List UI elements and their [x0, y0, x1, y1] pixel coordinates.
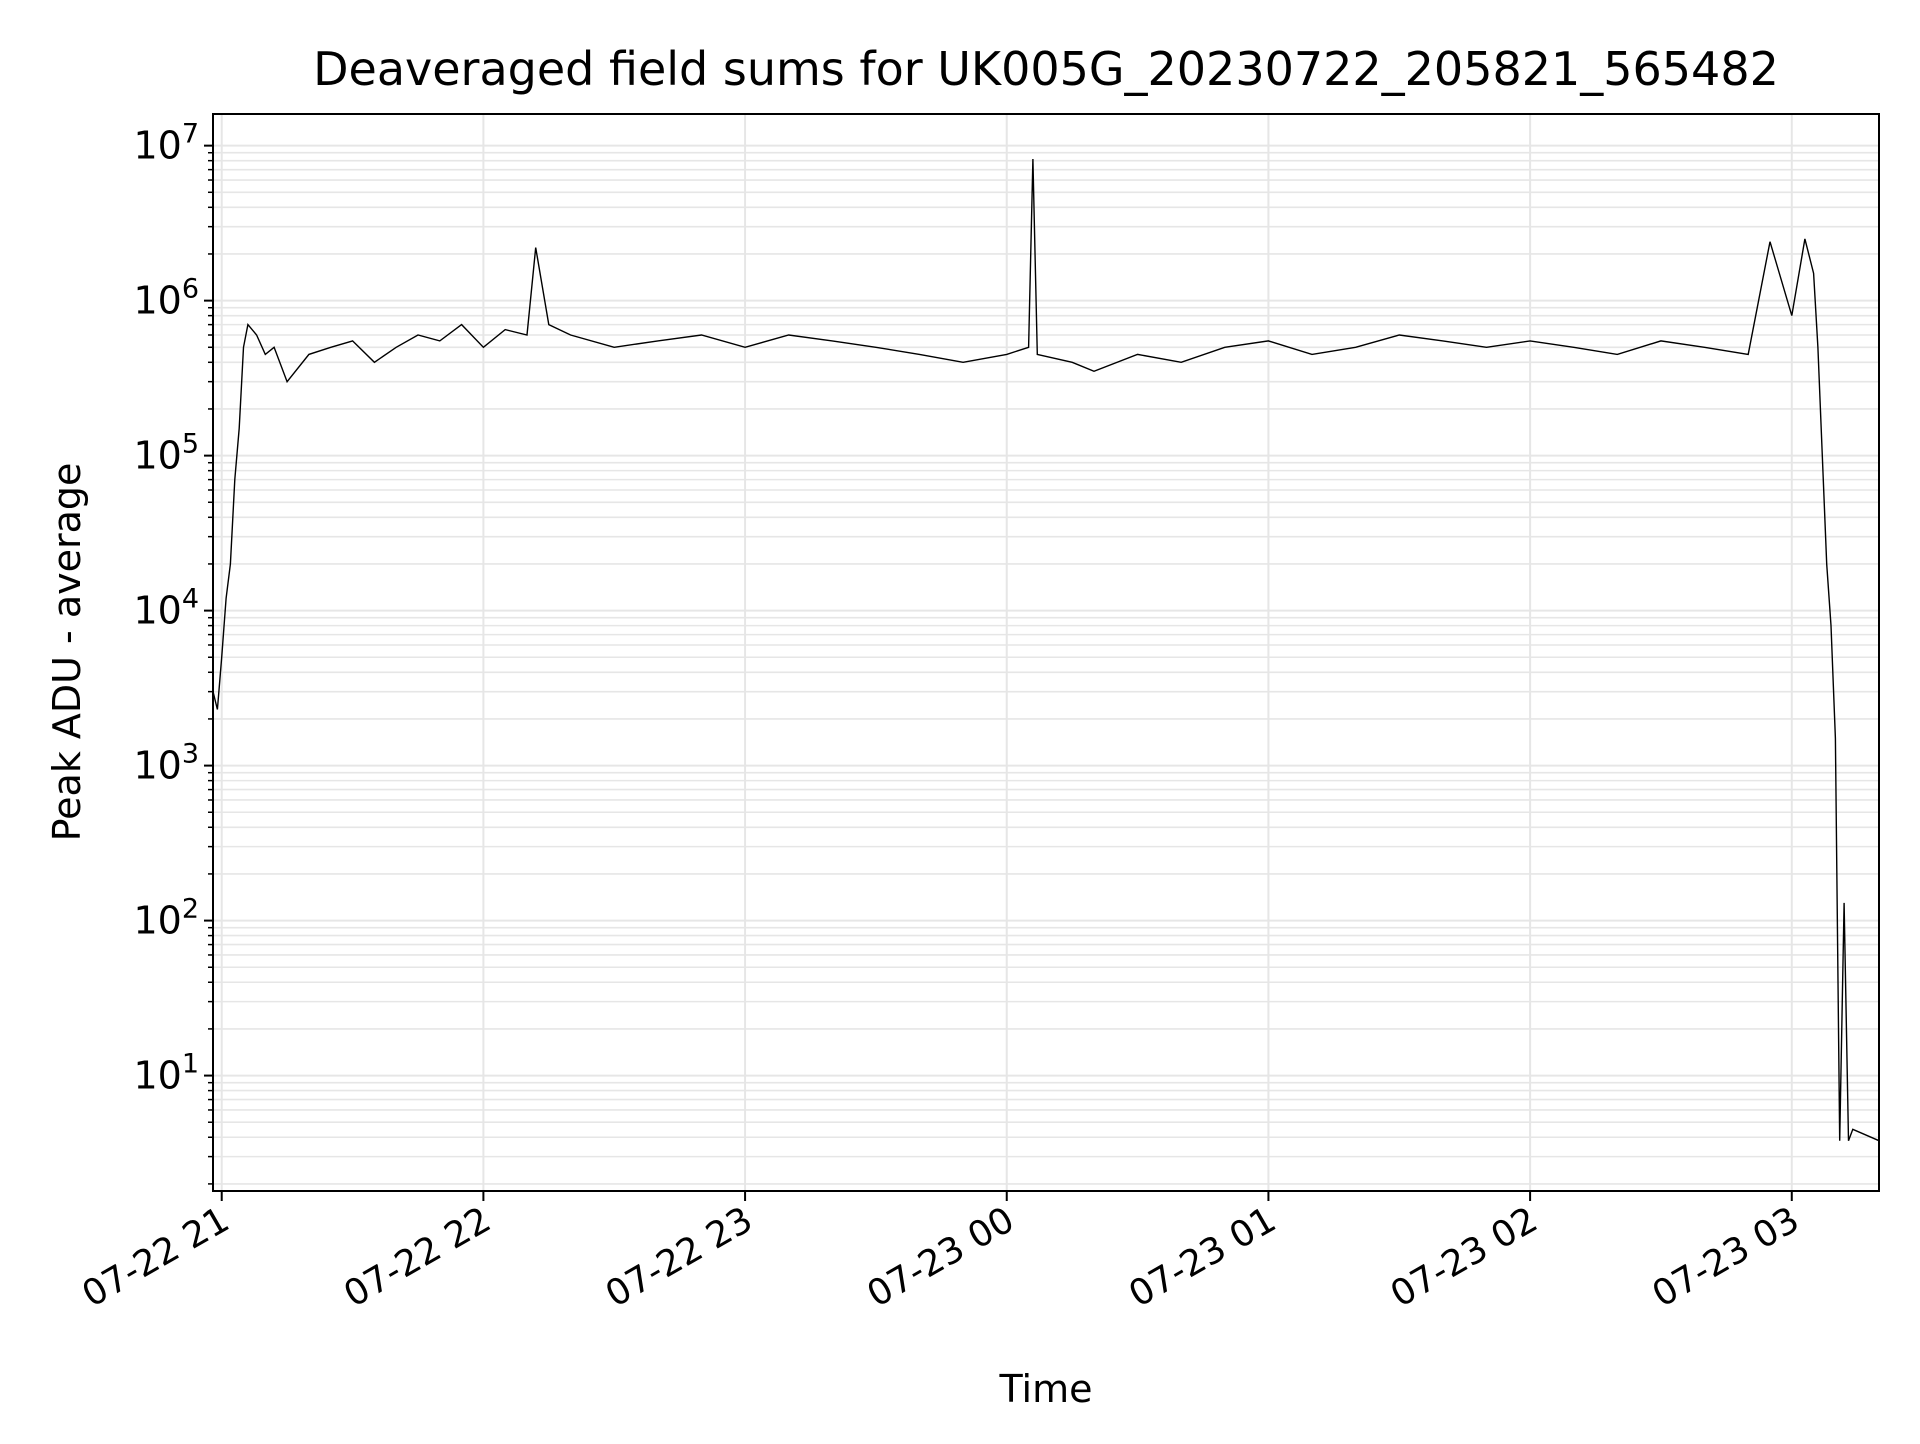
y-tick-exponent: 4	[182, 584, 199, 615]
series-line	[212, 158, 1880, 1142]
x-tick-label: 07-22 22	[337, 1199, 498, 1315]
x-tick-label: 07-23 02	[1384, 1199, 1545, 1315]
series-layer	[212, 158, 1880, 1142]
x-tick-label: 07-22 23	[599, 1199, 760, 1315]
y-tick-base: 10	[133, 744, 181, 788]
x-tick-label: 07-23 01	[1122, 1199, 1283, 1315]
y-tick-label: 106	[133, 274, 199, 323]
y-tick-label: 101	[133, 1049, 199, 1098]
grid	[213, 114, 1879, 1191]
chart-title: Deaveraged field sums for UK005G_2023072…	[313, 42, 1779, 96]
y-tick-exponent: 3	[182, 739, 199, 770]
x-tick-label: 07-23 00	[861, 1199, 1022, 1315]
plot-frame	[212, 113, 1880, 1192]
y-tick-base: 10	[133, 124, 181, 168]
y-tick-exponent: 6	[182, 274, 199, 305]
y-tick-base: 10	[133, 1054, 181, 1098]
y-axis-label: Peak ADU - average	[45, 463, 89, 842]
x-tick-label: 07-22 21	[76, 1199, 237, 1315]
y-tick-base: 10	[133, 434, 181, 478]
y-tick-exponent: 5	[182, 429, 199, 460]
y-tick-label: 104	[133, 584, 199, 633]
x-axis-label: Time	[999, 1367, 1093, 1411]
x-axis-ticks: 07-22 21 07-22 22 07-22 23 07-23 00 07-23 01…	[76, 1191, 1807, 1316]
y-tick-exponent: 7	[182, 119, 199, 150]
y-tick-label: 103	[133, 739, 199, 788]
y-tick-base: 10	[133, 899, 181, 943]
y-tick-label: 102	[133, 894, 199, 943]
y-tick-label: 107	[133, 119, 199, 168]
x-tick-label: 07-23 03	[1646, 1199, 1807, 1315]
y-tick-base: 10	[133, 589, 181, 633]
y-tick-label: 105	[133, 429, 199, 478]
y-tick-base: 10	[133, 279, 181, 323]
y-tick-exponent: 1	[182, 1049, 199, 1080]
y-tick-exponent: 2	[182, 894, 199, 925]
